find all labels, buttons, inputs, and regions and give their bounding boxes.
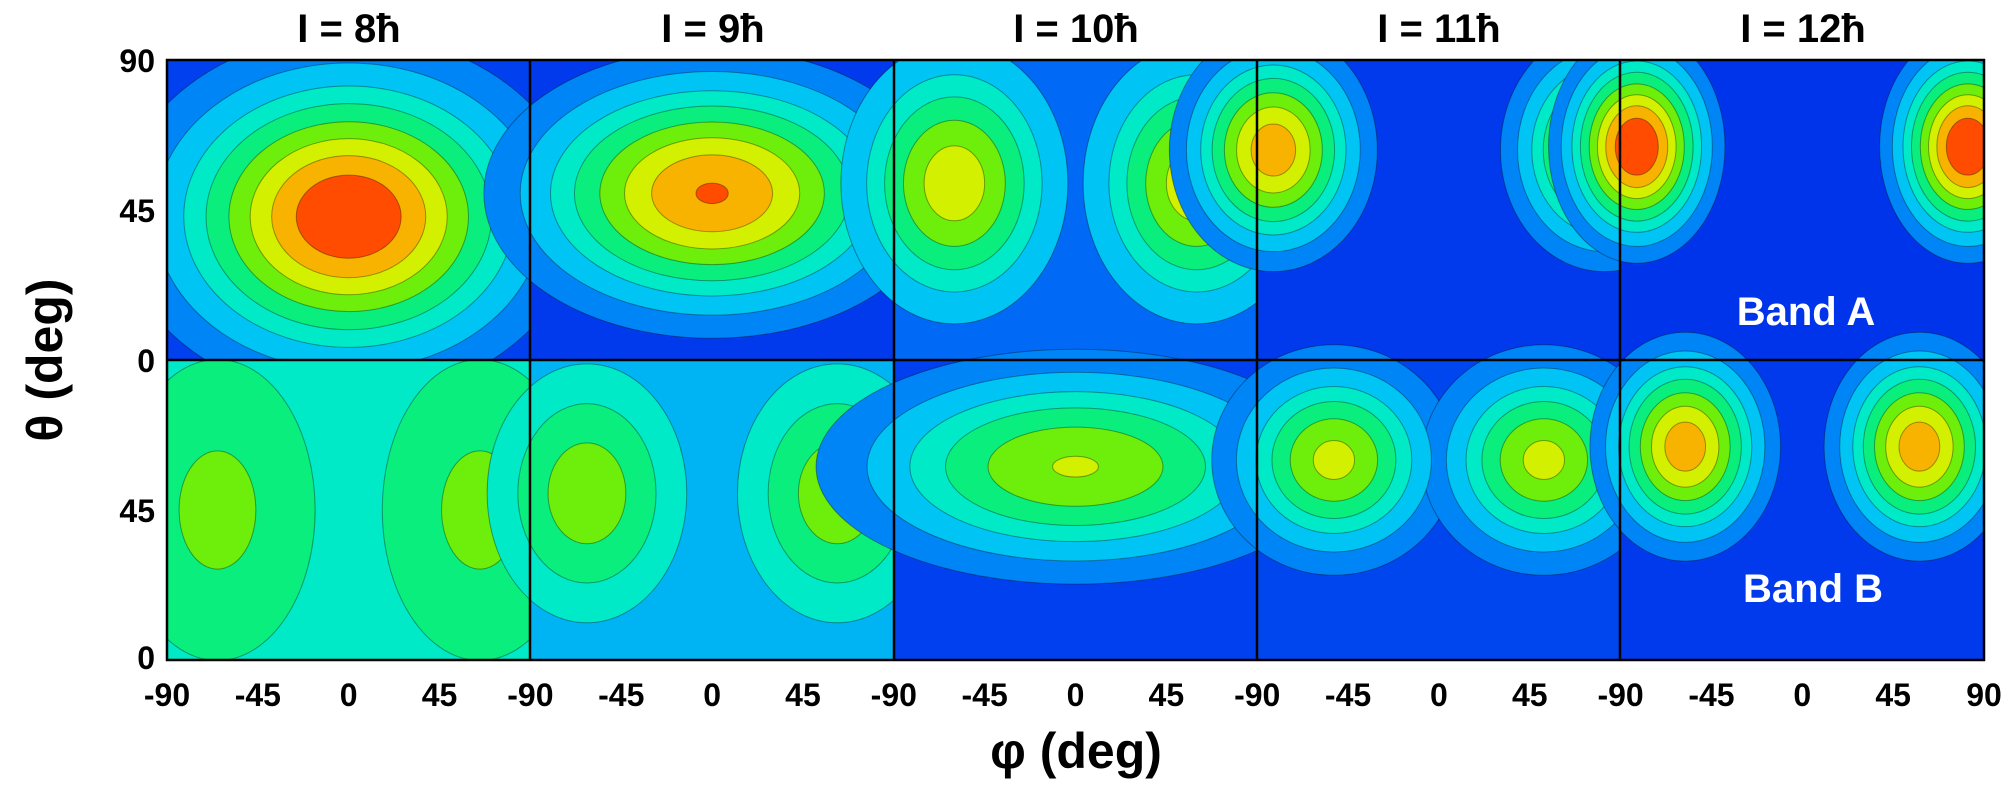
- column-title: I = 8ħ: [297, 7, 400, 51]
- x-tick-labels: -90 -45 0 45 -90 -45 0 45 -90 -45 0 45 -90 -45 0 45 -90 -…: [144, 677, 2002, 713]
- x-tick-label: 45: [1512, 677, 1548, 713]
- contour-level: [547, 442, 627, 545]
- x-tick-label: 0: [1067, 677, 1085, 713]
- column-title: I = 10ħ: [1013, 7, 1139, 51]
- heatmap-panel: [1211, 344, 1667, 660]
- x-tick-label: 45: [785, 677, 821, 713]
- y-tick-label: 90: [119, 43, 155, 79]
- heatmap-panel: [815, 348, 1336, 660]
- contour-level: [1614, 117, 1659, 176]
- contour-level: [1945, 117, 1984, 176]
- heatmap-panels: [167, 60, 1984, 660]
- heatmap-panel: [483, 60, 941, 360]
- x-tick-label: -45: [1688, 677, 1734, 713]
- contour-level: [1898, 421, 1941, 472]
- x-tick-label: 45: [1149, 677, 1185, 713]
- band-label: Band A: [1737, 290, 1876, 334]
- x-tick-label: -45: [598, 677, 644, 713]
- x-tick-label: -90: [507, 677, 553, 713]
- column-title: I = 9ħ: [661, 7, 764, 51]
- x-tick-label: 0: [1793, 677, 1811, 713]
- y-axis-label: θ (deg): [17, 278, 73, 441]
- x-tick-label: -90: [1597, 677, 1643, 713]
- x-tick-label: -90: [871, 677, 917, 713]
- column-title: I = 12ħ: [1740, 7, 1866, 51]
- x-tick-label: 45: [1875, 677, 1911, 713]
- y-tick-label: 45: [119, 493, 155, 529]
- x-tick-label: -90: [144, 677, 190, 713]
- x-tick-label: 45: [422, 677, 458, 713]
- y-tick-label: 0: [137, 343, 155, 379]
- contour-level: [178, 450, 257, 570]
- x-tick-label: 0: [340, 677, 358, 713]
- contour-level: [1312, 440, 1356, 480]
- panel-frames: [165, 58, 1986, 662]
- contour-level: [1522, 440, 1566, 480]
- contour-level: [1664, 421, 1707, 472]
- x-tick-label: -45: [235, 677, 281, 713]
- heatmap-panel: [1589, 331, 1984, 660]
- contour-level: [1250, 123, 1297, 177]
- x-tick-label: -90: [1234, 677, 1280, 713]
- column-titles: I = 8ħ I = 9ħ I = 10ħ I = 11ħ I = 12ħ: [297, 7, 1866, 51]
- x-tick-label: 90: [1966, 677, 2002, 713]
- column-title: I = 11ħ: [1377, 7, 1500, 51]
- heatmap-panel: [1548, 60, 1984, 360]
- contour-level: [695, 182, 729, 205]
- contour-level: [1052, 455, 1099, 478]
- x-tick-label: 0: [1430, 677, 1448, 713]
- x-tick-label: -45: [1325, 677, 1371, 713]
- y-tick-label: 45: [119, 193, 155, 229]
- contour-level: [923, 145, 986, 222]
- heatmap-panel: [167, 60, 580, 400]
- x-axis-label: φ (deg): [990, 723, 1162, 779]
- band-label: Band B: [1743, 567, 1883, 611]
- contour-level: [295, 174, 402, 259]
- x-tick-label: -45: [962, 677, 1008, 713]
- y-tick-labels: 90 45 0 45 0: [119, 43, 155, 676]
- y-tick-label: 0: [137, 640, 155, 676]
- x-tick-label: 0: [703, 677, 721, 713]
